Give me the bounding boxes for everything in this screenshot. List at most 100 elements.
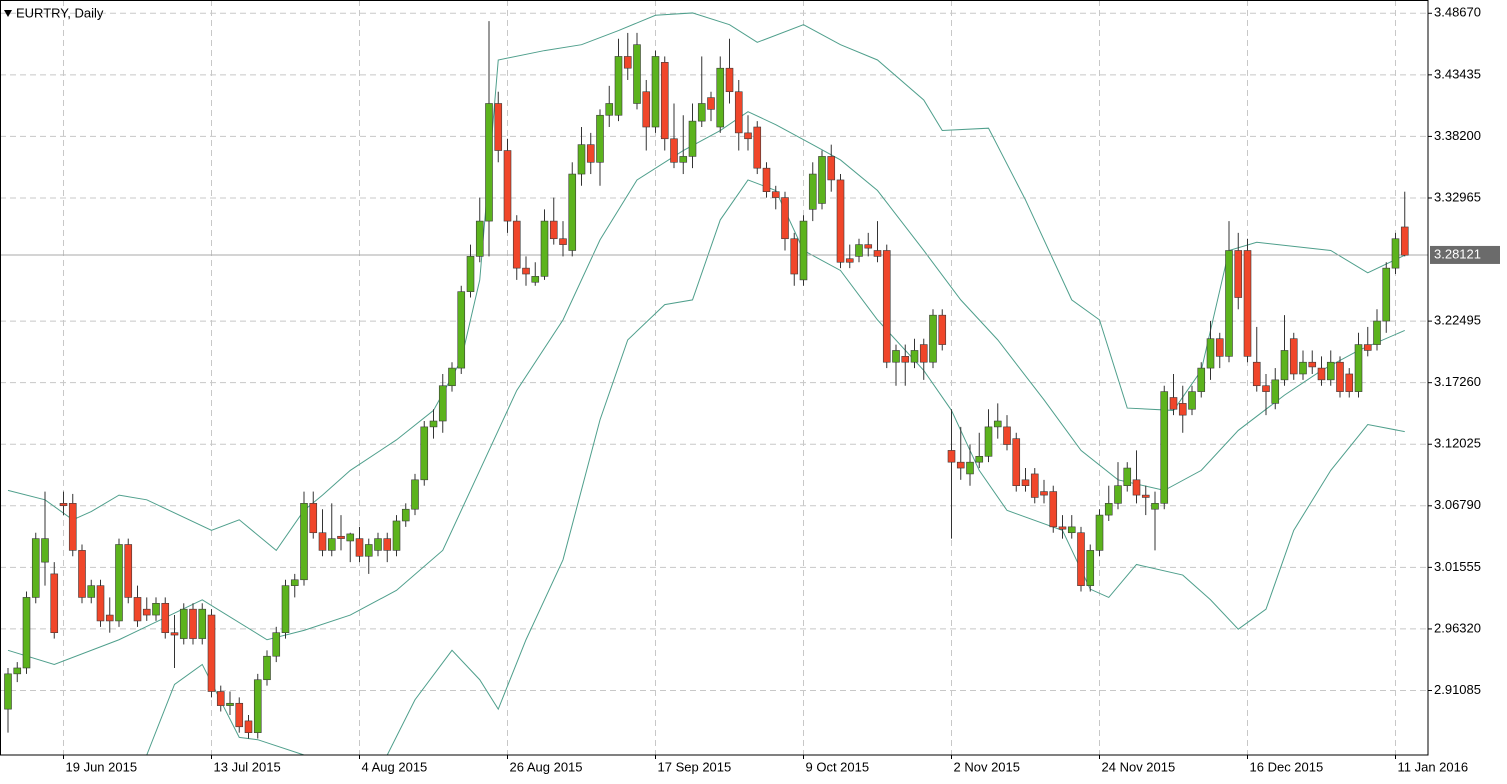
x-tick-label: 26 Aug 2015 — [510, 759, 583, 774]
candle-body — [1188, 391, 1196, 410]
candle-body — [1104, 503, 1113, 516]
candle-body — [475, 220, 484, 257]
candle-body — [4, 673, 12, 710]
candle-body — [448, 367, 456, 387]
candle-body — [1354, 344, 1363, 392]
candle-body — [466, 256, 475, 292]
candle-body — [41, 538, 49, 563]
candle-body — [1095, 514, 1104, 551]
candle-body — [586, 144, 595, 163]
candle-body — [1400, 226, 1409, 256]
candle-body — [568, 173, 577, 251]
candle-body — [1308, 361, 1317, 368]
candle-body — [818, 156, 826, 204]
candle-body — [512, 220, 521, 269]
y-tick-label: 3.43435 — [1434, 66, 1481, 81]
candle-body — [1160, 391, 1169, 504]
candle-body — [105, 614, 114, 622]
candle-body — [577, 144, 586, 175]
candle-body — [1012, 438, 1021, 486]
candle-body — [1021, 479, 1030, 486]
y-tick-label: 2.91085 — [1434, 682, 1481, 697]
candle-body — [1345, 373, 1354, 392]
candle-body — [1123, 467, 1132, 486]
candle-body — [697, 103, 706, 122]
candle-body — [633, 44, 641, 104]
candle-body — [198, 608, 207, 639]
candle-body — [1336, 361, 1344, 392]
x-tick-label: 11 Jan 2016 — [1398, 759, 1469, 774]
candle-body — [438, 385, 447, 422]
candle-body — [179, 608, 188, 639]
candle-body — [59, 503, 68, 506]
candle-body — [1030, 473, 1039, 498]
candle-body — [115, 544, 123, 622]
x-tick-label: 9 Oct 2015 — [806, 759, 870, 774]
candle-body — [207, 614, 216, 692]
candle-body — [1252, 361, 1261, 387]
x-tick-label: 17 Sep 2015 — [658, 759, 732, 774]
candle-body — [688, 120, 697, 157]
candle-body — [1003, 426, 1011, 445]
candle-body — [623, 56, 632, 69]
y-tick-label: 3.48670 — [1434, 5, 1481, 20]
candle-body — [605, 103, 614, 116]
candle-body — [401, 508, 410, 522]
candle-body — [1141, 494, 1150, 498]
y-tick-label: 3.12025 — [1434, 436, 1481, 451]
candle-body — [559, 238, 567, 245]
candle-body — [124, 544, 133, 598]
candle-body — [364, 544, 373, 557]
candle-body — [651, 56, 660, 128]
candle-body — [244, 720, 253, 733]
candle-body — [152, 602, 160, 616]
candle-body — [975, 455, 984, 463]
candle-body — [216, 691, 225, 706]
candle-body — [494, 103, 503, 151]
candle-body — [966, 461, 974, 475]
candle-body — [355, 538, 364, 557]
candle-body — [1086, 550, 1095, 586]
candle-body — [272, 632, 281, 657]
candle-body — [300, 503, 308, 581]
candle-body — [1040, 491, 1048, 496]
candle-body — [1363, 344, 1372, 351]
candle-body — [642, 91, 651, 128]
candle-body — [827, 156, 836, 181]
candle-body — [309, 503, 318, 534]
candle-body — [411, 479, 419, 510]
candle-body — [392, 520, 401, 551]
candle-body — [22, 597, 31, 669]
candle-body — [956, 461, 965, 469]
candle-body — [734, 91, 743, 134]
bollinger-band — [7, 111, 1405, 665]
candle-body — [346, 533, 355, 542]
candle-body — [993, 420, 1002, 428]
grid-layer — [0, 0, 1428, 755]
y-tick-label: 3.22495 — [1434, 313, 1481, 328]
y-tick-label: 3.01555 — [1434, 559, 1481, 574]
candle-body — [281, 585, 290, 633]
menu-triangle[interactable] — [4, 10, 12, 17]
candle-body — [1391, 238, 1400, 269]
candle-body — [1077, 532, 1085, 586]
candle-body — [78, 550, 86, 598]
candle-body — [1326, 361, 1335, 381]
candle-body — [133, 597, 142, 622]
candle-body — [1132, 479, 1141, 496]
chart-title: EURTRY, Daily — [16, 5, 104, 20]
candle-body — [790, 238, 799, 275]
current-price-label: 3.28121 — [1434, 246, 1481, 261]
candle-body — [892, 350, 900, 363]
candle-body — [235, 702, 244, 728]
axis-layer: 3.48670 3.43435 3.38200 3.32965 3.22495 3.172… — [63, 5, 1500, 774]
candle-body — [781, 197, 789, 240]
candle-body — [263, 655, 271, 681]
candle-body — [68, 503, 77, 551]
candle-body — [142, 608, 151, 616]
candle-body — [882, 250, 891, 363]
candle-body — [1197, 367, 1206, 392]
candle-body — [808, 173, 817, 210]
